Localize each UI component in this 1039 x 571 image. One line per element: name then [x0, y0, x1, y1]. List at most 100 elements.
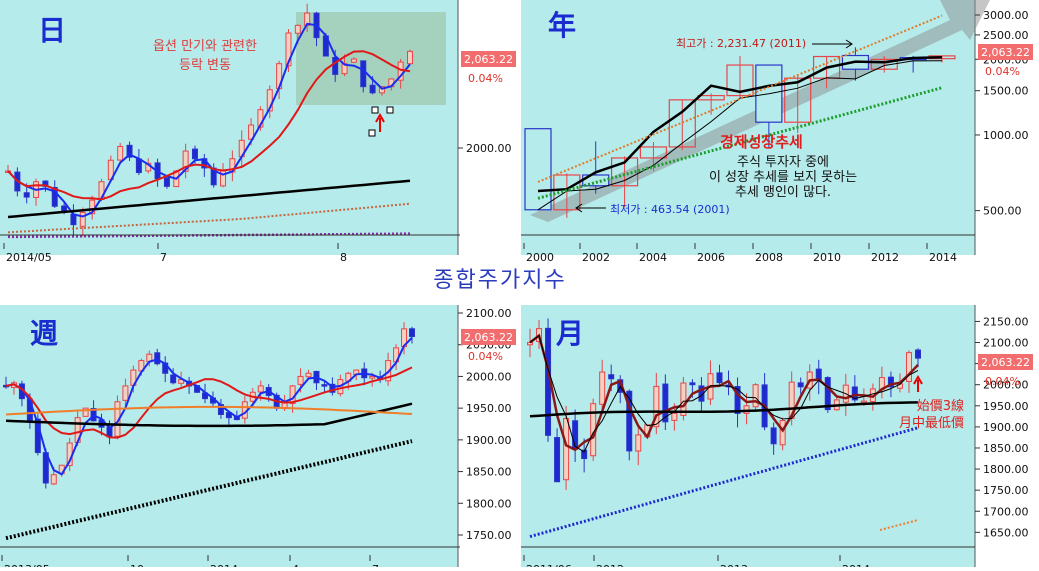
candle-body: [887, 376, 894, 388]
candle-body: [734, 386, 741, 414]
ma-short-line: [537, 56, 943, 193]
candle-body: [784, 77, 812, 123]
candle-body: [726, 64, 754, 97]
y-tick-label: 1700.00: [983, 505, 1029, 518]
ma-dotted-line: [7, 202, 411, 234]
period-label: 年: [548, 9, 576, 42]
plot-background: [521, 305, 981, 567]
y-tick-label: 2000.00: [466, 142, 512, 155]
x-tick-label: 2006: [697, 251, 725, 264]
ma-dotted-line: [5, 439, 413, 541]
candle-body: [70, 213, 77, 226]
price-axis-background: [975, 0, 1039, 255]
candle-body: [182, 150, 189, 172]
candle-body: [285, 32, 292, 67]
y-tick-label: 2500.00: [983, 29, 1029, 42]
x-tick-label: 2010: [813, 251, 841, 264]
candle-body: [553, 174, 581, 211]
ma-short-line: [7, 22, 411, 218]
x-tick-label: 10: [130, 563, 144, 567]
y-tick-label: 1950.00: [466, 402, 512, 415]
x-tick-label: 7: [160, 251, 167, 264]
y-tick-label: 1750.00: [983, 484, 1029, 497]
y-tick-label: 1800.00: [983, 463, 1029, 476]
candle-body: [779, 420, 786, 446]
y-tick-label: 1950.00: [983, 400, 1029, 413]
candle-body: [752, 384, 759, 408]
candle-body: [135, 158, 142, 174]
candle-body: [332, 56, 339, 75]
annotation-text: 등락 변동: [179, 58, 231, 73]
candle-body: [294, 24, 301, 34]
current-price-label: 2,063.22: [981, 356, 1030, 369]
ma-dotted-line: [537, 14, 943, 183]
candle-body: [581, 449, 588, 460]
marker-square: [371, 106, 379, 114]
candle-body: [824, 377, 831, 411]
annotation-low: 최저가 : 463.54 (2001): [610, 203, 730, 216]
candle-body: [797, 382, 804, 388]
y-tick-label: 1800.00: [466, 497, 512, 510]
x-tick-label: 2013/05: [4, 563, 50, 567]
ma-dotted-line: [879, 519, 919, 531]
candle-body: [369, 375, 376, 379]
candle-body: [117, 145, 124, 161]
trend-label: 경제성장추세: [720, 133, 803, 151]
y-tick-label: 1900.00: [466, 434, 512, 447]
comment-text: 주식 투자자 중에: [737, 155, 829, 170]
y-tick-label: 1000.00: [983, 129, 1029, 142]
y-tick-label: 1900.00: [983, 421, 1029, 434]
candle-body: [170, 374, 177, 384]
current-price-badge: [978, 354, 1033, 370]
ma-orange-line: [5, 405, 413, 416]
current-price-badge: [461, 51, 516, 67]
period-label: 日: [38, 14, 66, 47]
candle-body: [329, 383, 336, 393]
price-axis-background: [458, 0, 518, 255]
x-tick-label: 4: [292, 563, 299, 567]
x-tick-label: 2012: [871, 251, 899, 264]
candle-body: [653, 385, 660, 428]
ma-dotted-line: [537, 86, 943, 200]
change-percent-label: 0.04%: [468, 72, 503, 85]
current-price-label: 2,063.22: [464, 331, 513, 344]
ma-short-line: [529, 333, 919, 452]
y-tick-label: 1750.00: [466, 529, 512, 542]
change-percent-label: 0.04%: [985, 375, 1020, 388]
candle-body: [297, 375, 304, 385]
ma-long-line: [529, 401, 919, 418]
candle-body: [554, 437, 561, 483]
candle-body: [626, 390, 633, 452]
y-tick-label: 1500.00: [983, 85, 1029, 98]
y-tick-label: 1650.00: [983, 526, 1029, 539]
ma-mid-line: [537, 60, 943, 211]
candle-body: [126, 144, 133, 158]
y-tick-label: 500.00: [983, 205, 1022, 218]
annotation-high: 최고가 : 2,231.47 (2011): [676, 37, 806, 50]
price-axis-background: [975, 305, 1039, 567]
change-percent-label: 0.04%: [985, 65, 1020, 78]
period-label: 週: [30, 317, 58, 350]
current-price-label: 2,063.22: [464, 53, 513, 66]
candle-body: [716, 372, 723, 384]
x-tick-label: 2000: [526, 251, 554, 264]
annotation-text: 옵션 만기와 관련한: [153, 39, 257, 54]
candle-body: [163, 177, 170, 187]
y-tick-label: 2000.00: [983, 379, 1029, 392]
candle-body: [860, 400, 867, 404]
candle-body: [257, 109, 264, 128]
candle-body: [770, 427, 777, 445]
annotation-text: 月中最低價: [899, 416, 964, 431]
x-tick-label: 2014: [929, 251, 957, 264]
candle-body: [870, 58, 898, 70]
candle-body: [610, 157, 639, 187]
arrow-marker: [375, 112, 385, 132]
y-tick-label: 2000.00: [466, 370, 512, 383]
candle-body: [563, 417, 570, 481]
page-title: 종합주가지수: [433, 268, 567, 293]
x-tick-label: 2011/06: [526, 563, 572, 567]
candle-body: [608, 374, 615, 380]
candle-body: [154, 352, 161, 365]
candle-body: [122, 385, 129, 401]
